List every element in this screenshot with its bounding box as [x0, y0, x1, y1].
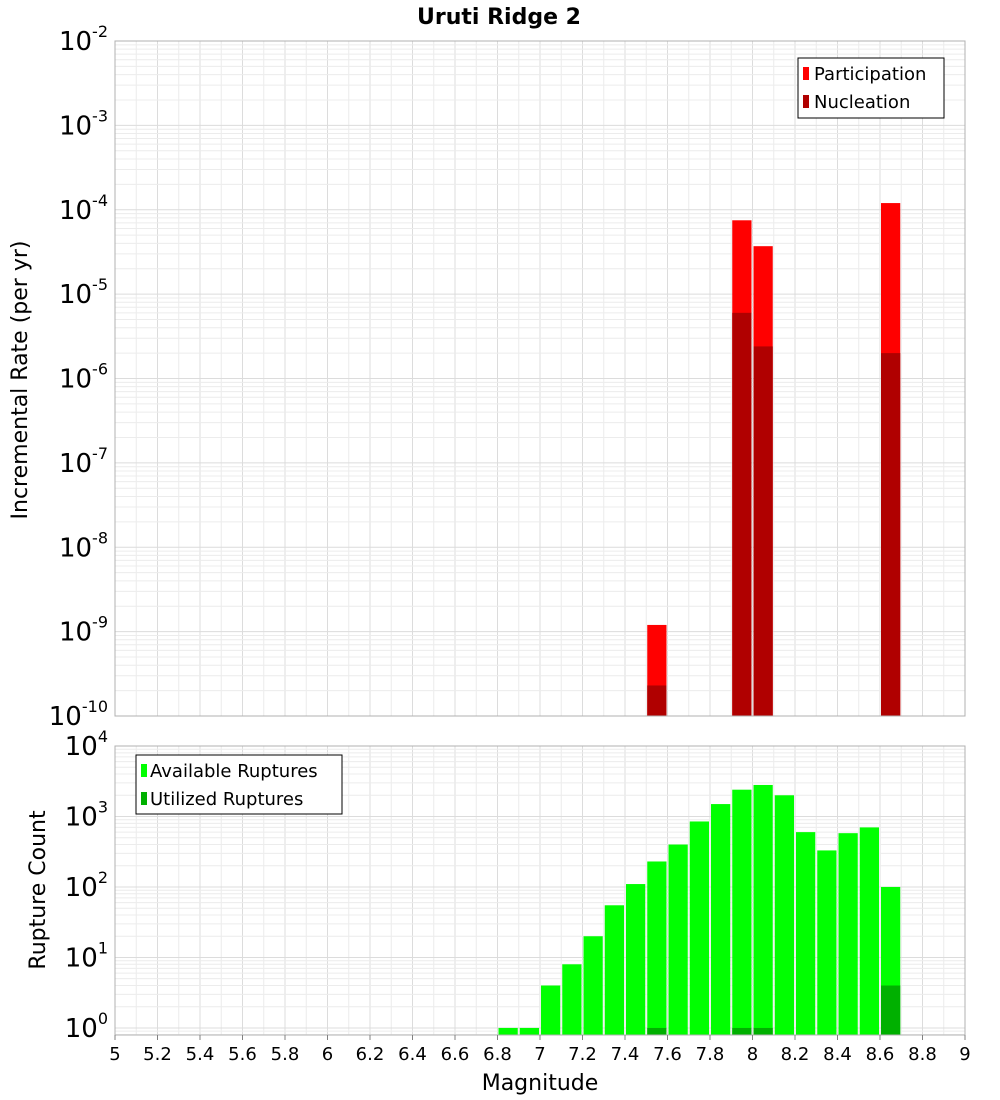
x-tick-label: 7.4 — [611, 1044, 640, 1065]
count-y-tick-label: 100 — [65, 1009, 108, 1044]
x-tick-label: 6.8 — [483, 1044, 512, 1065]
count-bar-available-ruptures — [774, 795, 794, 1035]
rate-y-tick-label: 10-2 — [59, 22, 108, 57]
count-y-tick-label: 102 — [65, 868, 108, 903]
count-bar-available-ruptures — [817, 850, 837, 1035]
x-tick-label: 5.6 — [228, 1044, 257, 1065]
nucleation-legend-swatch — [803, 95, 809, 108]
count-bars — [498, 784, 901, 1035]
count-bar-available-ruptures — [604, 905, 624, 1035]
count-legend-box — [135, 754, 343, 815]
count-bar-available-ruptures — [583, 936, 603, 1035]
rate-legend-box — [797, 57, 945, 119]
rate-y-tick-label: 10-8 — [59, 528, 108, 563]
participation-legend-swatch — [803, 67, 809, 80]
available-legend-label: Available Ruptures — [150, 761, 318, 782]
rate-bar-nucleation — [753, 346, 773, 716]
rate-plot-frame — [114, 40, 966, 717]
x-tick-label: 6.6 — [441, 1044, 470, 1065]
x-tick-label: 5.8 — [271, 1044, 300, 1065]
rate-bar-nucleation — [647, 685, 667, 716]
count-bar-utilized-ruptures — [732, 1027, 752, 1035]
count-bar-available-ruptures — [647, 861, 667, 1035]
x-tick-label: 8 — [747, 1044, 758, 1065]
rate-legend: Participation Nucleation — [797, 57, 945, 119]
rate-bar-nucleation — [732, 312, 752, 716]
count-bar-utilized-ruptures — [753, 1027, 773, 1035]
count-bar-available-ruptures — [732, 789, 752, 1035]
count-bar-available-ruptures — [626, 884, 646, 1035]
magnitude-x-axis-label: Magnitude — [482, 1071, 599, 1096]
nucleation-legend-label: Nucleation — [814, 92, 910, 113]
x-tick-label: 7.2 — [568, 1044, 597, 1065]
count-bar-utilized-ruptures — [647, 1027, 667, 1035]
count-bar-available-ruptures — [838, 833, 858, 1035]
x-tick-label: 9 — [959, 1044, 970, 1065]
count-y-tick-label: 101 — [65, 938, 108, 973]
rate-panel: 10-10 10-9 10-8 10-7 10-6 10-5 10-4 10-3 10-2 In… — [8, 22, 966, 732]
rate-y-axis-label: Incremental Rate (per yr) — [8, 241, 33, 520]
x-tick-label: 8.4 — [823, 1044, 852, 1065]
x-tick-label: 5 — [109, 1044, 120, 1065]
count-bar-available-ruptures — [668, 844, 688, 1035]
x-tick-label: 7.8 — [696, 1044, 725, 1065]
utilized-legend-label: Utilized Ruptures — [150, 789, 303, 810]
count-bar-available-ruptures — [796, 832, 816, 1035]
count-bar-available-ruptures — [711, 804, 731, 1035]
x-tick-label: 7.6 — [653, 1044, 682, 1065]
x-tick-label: 8.6 — [866, 1044, 895, 1065]
count-bar-available-ruptures — [859, 827, 879, 1035]
count-bar-available-ruptures — [498, 1027, 518, 1035]
x-tick-label: 5.4 — [186, 1044, 215, 1065]
rate-y-ticks: 10-10 10-9 10-8 10-7 10-6 10-5 10-4 10-3 10-2 — [49, 22, 108, 732]
x-tick-label: 8.8 — [908, 1044, 937, 1065]
rate-y-tick-label: 10-10 — [49, 697, 108, 732]
count-bar-available-ruptures — [541, 985, 561, 1035]
count-bar-utilized-ruptures — [881, 985, 901, 1035]
rate-y-tick-label: 10-4 — [59, 191, 108, 226]
x-tick-label: 7 — [534, 1044, 545, 1065]
count-legend: Available Ruptures Utilized Ruptures — [135, 754, 343, 815]
available-legend-swatch — [141, 764, 147, 777]
rate-y-tick-label: 10-7 — [59, 444, 108, 479]
chart-title: Uruti Ridge 2 — [417, 5, 581, 30]
count-bar-available-ruptures — [562, 964, 582, 1035]
x-tick-label: 6 — [322, 1044, 333, 1065]
rate-y-tick-label: 10-6 — [59, 360, 108, 395]
x-tick-label: 6.2 — [356, 1044, 385, 1065]
rate-y-tick-label: 10-5 — [59, 275, 108, 310]
participation-legend-label: Participation — [814, 64, 926, 85]
x-tick-label: 8.2 — [781, 1044, 810, 1065]
rate-y-tick-label: 10-3 — [59, 106, 108, 141]
count-panel: 100 101 102 103 104 5 5.2 5.4 5.6 5.8 6 6.2 6.4 6.6 6… — [26, 727, 971, 1096]
rate-grid — [114, 40, 966, 717]
rate-bar-nucleation — [881, 353, 901, 716]
count-bar-available-ruptures — [689, 821, 709, 1035]
count-y-ticks: 100 101 102 103 104 — [65, 727, 108, 1044]
rate-bars — [647, 203, 901, 717]
count-bar-available-ruptures — [753, 784, 773, 1035]
magnitude-x-ticks: 5 5.2 5.4 5.6 5.8 6 6.2 6.4 6.6 6.8 7 7.2 7.4 7.6 7.8 8… — [109, 1035, 971, 1065]
count-bar-available-ruptures — [519, 1027, 539, 1035]
count-y-tick-label: 103 — [65, 797, 108, 832]
count-y-axis-label: Rupture Count — [26, 810, 51, 970]
x-tick-label: 6.4 — [398, 1044, 427, 1065]
x-tick-label: 5.2 — [143, 1044, 172, 1065]
count-y-tick-label: 104 — [65, 727, 108, 762]
utilized-legend-swatch — [141, 792, 147, 805]
rate-y-tick-label: 10-9 — [59, 613, 108, 648]
